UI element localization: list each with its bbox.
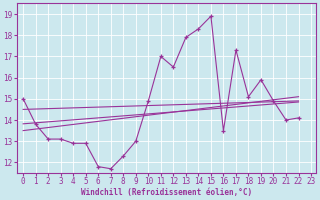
X-axis label: Windchill (Refroidissement éolien,°C): Windchill (Refroidissement éolien,°C) (81, 188, 252, 197)
